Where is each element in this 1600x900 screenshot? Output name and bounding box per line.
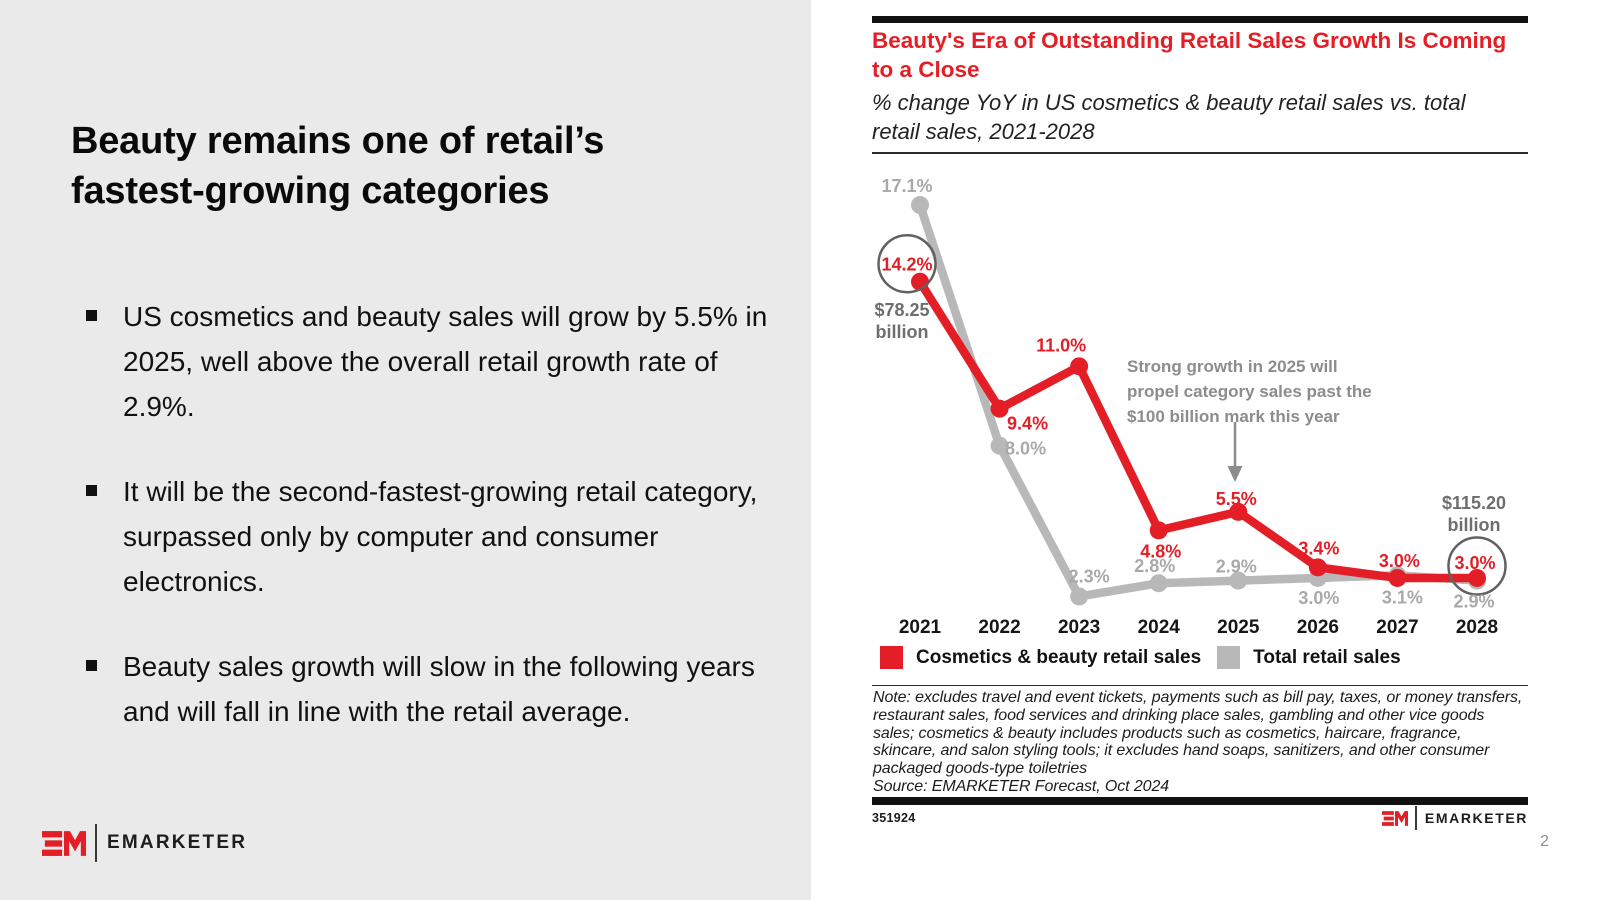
chart-source: Source: EMARKETER Forecast, Oct 2024: [873, 777, 1170, 795]
bullet-text: Beauty sales growth will slow in the fol…: [123, 651, 755, 727]
chart-legend: Cosmetics & beauty retail sales Total re…: [880, 646, 1417, 669]
svg-text:11.0%: 11.0%: [1036, 335, 1086, 355]
svg-text:2021: 2021: [899, 617, 942, 638]
bullet-square-icon: [86, 660, 97, 671]
svg-text:$115.20: $115.20: [1442, 493, 1506, 513]
bullet-item: It will be the second-fastest-growing re…: [86, 469, 786, 604]
emarketer-wordmark: EMARKETER: [1424, 810, 1528, 826]
svg-text:2.8%: 2.8%: [1134, 556, 1175, 576]
svg-text:3.1%: 3.1%: [1382, 587, 1423, 607]
svg-text:3.0%: 3.0%: [1454, 553, 1495, 573]
header-rule: [872, 152, 1528, 154]
slide-title: Beauty remains one of retail’s fastest-g…: [71, 120, 605, 213]
svg-text:4.8%: 4.8%: [1140, 541, 1181, 561]
svg-text:5.5%: 5.5%: [1216, 489, 1257, 509]
legend-label-cosmetics: Cosmetics & beauty retail sales: [916, 646, 1202, 668]
emarketer-wordmark: EMARKETER: [107, 832, 248, 853]
emarketer-logo-small: EMARKETER: [1382, 806, 1528, 830]
svg-text:2.9%: 2.9%: [1453, 592, 1494, 612]
svg-text:billion: billion: [1447, 515, 1500, 535]
svg-text:Strong growth in 2025 will: Strong growth in 2025 will: [1127, 357, 1338, 376]
svg-text:2024: 2024: [1138, 617, 1181, 638]
legend-swatch-total: [1217, 646, 1241, 669]
note-block: Note: excludes travel and event tickets,…: [873, 689, 1525, 796]
svg-text:3.4%: 3.4%: [1298, 538, 1339, 558]
bullet-square-icon: [86, 485, 97, 496]
svg-text:propel category sales past the: propel category sales past the: [1127, 382, 1372, 401]
svg-text:billion: billion: [876, 322, 929, 342]
legend-label-total: Total retail sales: [1253, 646, 1401, 668]
em-mark-icon: [1382, 810, 1409, 826]
chart-subtitle: % change YoY in US cosmetics & beauty re…: [872, 90, 1466, 145]
bullet-text: It will be the second-fastest-growing re…: [123, 476, 758, 597]
em-mark-icon: [42, 830, 86, 856]
svg-text:2027: 2027: [1376, 617, 1418, 638]
bullet-square-icon: [86, 310, 97, 321]
legend-swatch-cosmetics: [880, 646, 903, 669]
chart-footer: 351924 EMARKETER: [872, 806, 1528, 830]
line-chart: 14.2% 9.4% 11.0% 4.8% 5.5% 3.4% 3.0% 3.0% 17.1% 8…: [872, 158, 1528, 650]
chart-panel: Beauty's Era of Outstanding Retail Sales…: [872, 0, 1528, 900]
svg-text:2026: 2026: [1297, 617, 1339, 638]
svg-text:2.3%: 2.3%: [1069, 566, 1110, 586]
bullet-text: US cosmetics and beauty sales will grow …: [123, 301, 768, 422]
svg-text:2023: 2023: [1058, 617, 1100, 638]
page-number: 2: [1540, 833, 1549, 850]
bullet-item: Beauty sales growth will slow in the fol…: [86, 644, 786, 734]
svg-text:3.0%: 3.0%: [1298, 588, 1339, 608]
chart-id: 351924: [872, 811, 916, 825]
svg-text:$78.25: $78.25: [874, 300, 929, 320]
svg-text:9.4%: 9.4%: [1007, 414, 1048, 434]
chart-top-bar: [872, 16, 1528, 23]
svg-text:2022: 2022: [978, 617, 1020, 638]
logo-divider: [1415, 806, 1417, 830]
svg-text:$100 billion mark this year: $100 billion mark this year: [1127, 407, 1340, 426]
svg-text:2.9%: 2.9%: [1216, 557, 1257, 577]
bullet-list: US cosmetics and beauty sales will grow …: [86, 294, 786, 774]
left-panel: Beauty remains one of retail’s fastest-g…: [0, 0, 811, 900]
chart-note: Note: excludes travel and event tickets,…: [873, 689, 1523, 778]
chart-bottom-bar: [872, 797, 1528, 805]
svg-text:2028: 2028: [1456, 617, 1498, 638]
svg-text:3.0%: 3.0%: [1379, 551, 1420, 571]
emarketer-logo: EMARKETER: [42, 823, 247, 863]
svg-text:14.2%: 14.2%: [881, 255, 932, 275]
svg-text:8.0%: 8.0%: [1005, 439, 1046, 459]
logo-divider: [95, 824, 97, 862]
svg-text:2025: 2025: [1217, 617, 1260, 638]
bullet-item: US cosmetics and beauty sales will grow …: [86, 294, 786, 429]
chart-title: Beauty's Era of Outstanding Retail Sales…: [872, 28, 1507, 82]
note-rule: [872, 685, 1528, 686]
svg-text:17.1%: 17.1%: [881, 176, 932, 196]
